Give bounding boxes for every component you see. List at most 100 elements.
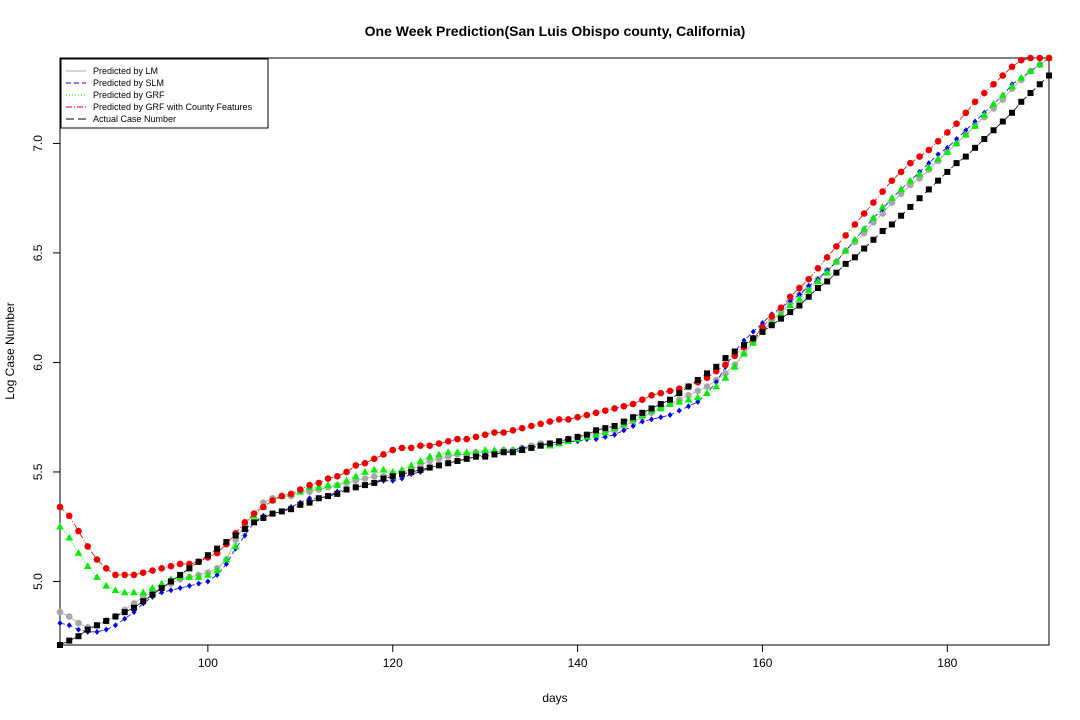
data-point [740, 341, 747, 348]
data-point [186, 565, 193, 572]
data-point [482, 453, 489, 460]
data-point [205, 578, 211, 585]
data-point [324, 481, 332, 488]
data-point [102, 581, 111, 589]
data-point [242, 532, 248, 539]
data-point [888, 221, 895, 228]
data-point [667, 412, 673, 419]
data-point [93, 556, 101, 563]
data-point [148, 584, 157, 591]
data-point [962, 153, 969, 160]
data-point [703, 383, 711, 390]
data-point [56, 522, 64, 530]
data-point [630, 422, 636, 429]
data-point [878, 202, 887, 210]
data-point [177, 585, 183, 592]
data-point [998, 91, 1007, 99]
data-point [704, 370, 711, 377]
y-tick-label: 5.5 [31, 463, 45, 480]
data-point [916, 195, 923, 202]
data-point [879, 210, 886, 217]
data-point [537, 442, 544, 449]
data-point [1027, 90, 1034, 97]
data-point [362, 482, 369, 489]
data-point [251, 519, 258, 526]
data-point [962, 109, 970, 117]
data-point [620, 418, 627, 425]
data-point [851, 254, 858, 261]
data-point [139, 588, 147, 596]
data-point [648, 405, 655, 412]
data-point [888, 177, 896, 184]
data-point [971, 98, 979, 106]
data-point [343, 468, 350, 476]
data-point [112, 571, 119, 579]
data-point [925, 163, 933, 171]
data-point [971, 121, 979, 129]
data-point [343, 486, 350, 493]
data-point [528, 422, 535, 430]
data-point [934, 137, 942, 145]
data-point [167, 562, 175, 570]
data-point [592, 409, 600, 417]
data-point [952, 139, 961, 147]
data-point [269, 497, 276, 504]
data-point [685, 392, 692, 399]
data-point [750, 335, 757, 342]
data-point [352, 484, 359, 491]
series-line [59, 57, 1049, 576]
data-point [278, 508, 285, 515]
data-point [472, 448, 480, 456]
data-point [388, 467, 397, 475]
data-point [935, 151, 941, 158]
data-point [214, 545, 221, 552]
data-point [1027, 54, 1034, 62]
data-point [75, 527, 82, 535]
data-point [695, 398, 701, 405]
data-point [287, 490, 295, 498]
data-point [860, 210, 868, 217]
data-point [491, 429, 498, 436]
data-point [445, 460, 452, 467]
data-point [804, 286, 813, 293]
data-point [963, 127, 969, 134]
data-point [93, 573, 101, 580]
data-point [999, 72, 1007, 79]
data-point [777, 315, 784, 322]
data-point [1009, 109, 1016, 116]
legend-entry: Actual Case Number [93, 114, 176, 124]
data-point [953, 160, 960, 167]
data-point [509, 449, 516, 456]
data-point [463, 455, 470, 462]
data-point [1008, 63, 1016, 71]
legend-entry: Predicted by GRF [93, 90, 165, 100]
data-point [898, 212, 905, 219]
data-point [66, 637, 73, 644]
data-point [462, 448, 471, 456]
data-point [103, 626, 109, 633]
data-point [925, 186, 932, 193]
data-point [814, 277, 822, 285]
data-point [204, 552, 211, 559]
data-point [694, 376, 701, 383]
data-point [870, 236, 877, 243]
y-tick-label: 5.0 [31, 573, 45, 590]
plot-frame [59, 57, 1050, 646]
series-1 [57, 55, 1052, 635]
data-point [962, 130, 970, 138]
data-point [370, 473, 378, 480]
data-point [602, 407, 609, 414]
data-point [629, 400, 637, 408]
data-point [371, 479, 378, 486]
data-point [65, 512, 73, 520]
data-point [1035, 60, 1044, 68]
data-point [990, 127, 997, 134]
data-point [777, 310, 785, 318]
y-tick-label: 6.5 [31, 244, 45, 261]
data-point [556, 438, 563, 445]
legend-entry: Predicted by GRF with County Features [93, 102, 253, 112]
data-point [907, 159, 914, 167]
y-axis-label: Log Case Number [3, 302, 17, 399]
data-point [777, 304, 785, 311]
data-point [453, 448, 462, 456]
